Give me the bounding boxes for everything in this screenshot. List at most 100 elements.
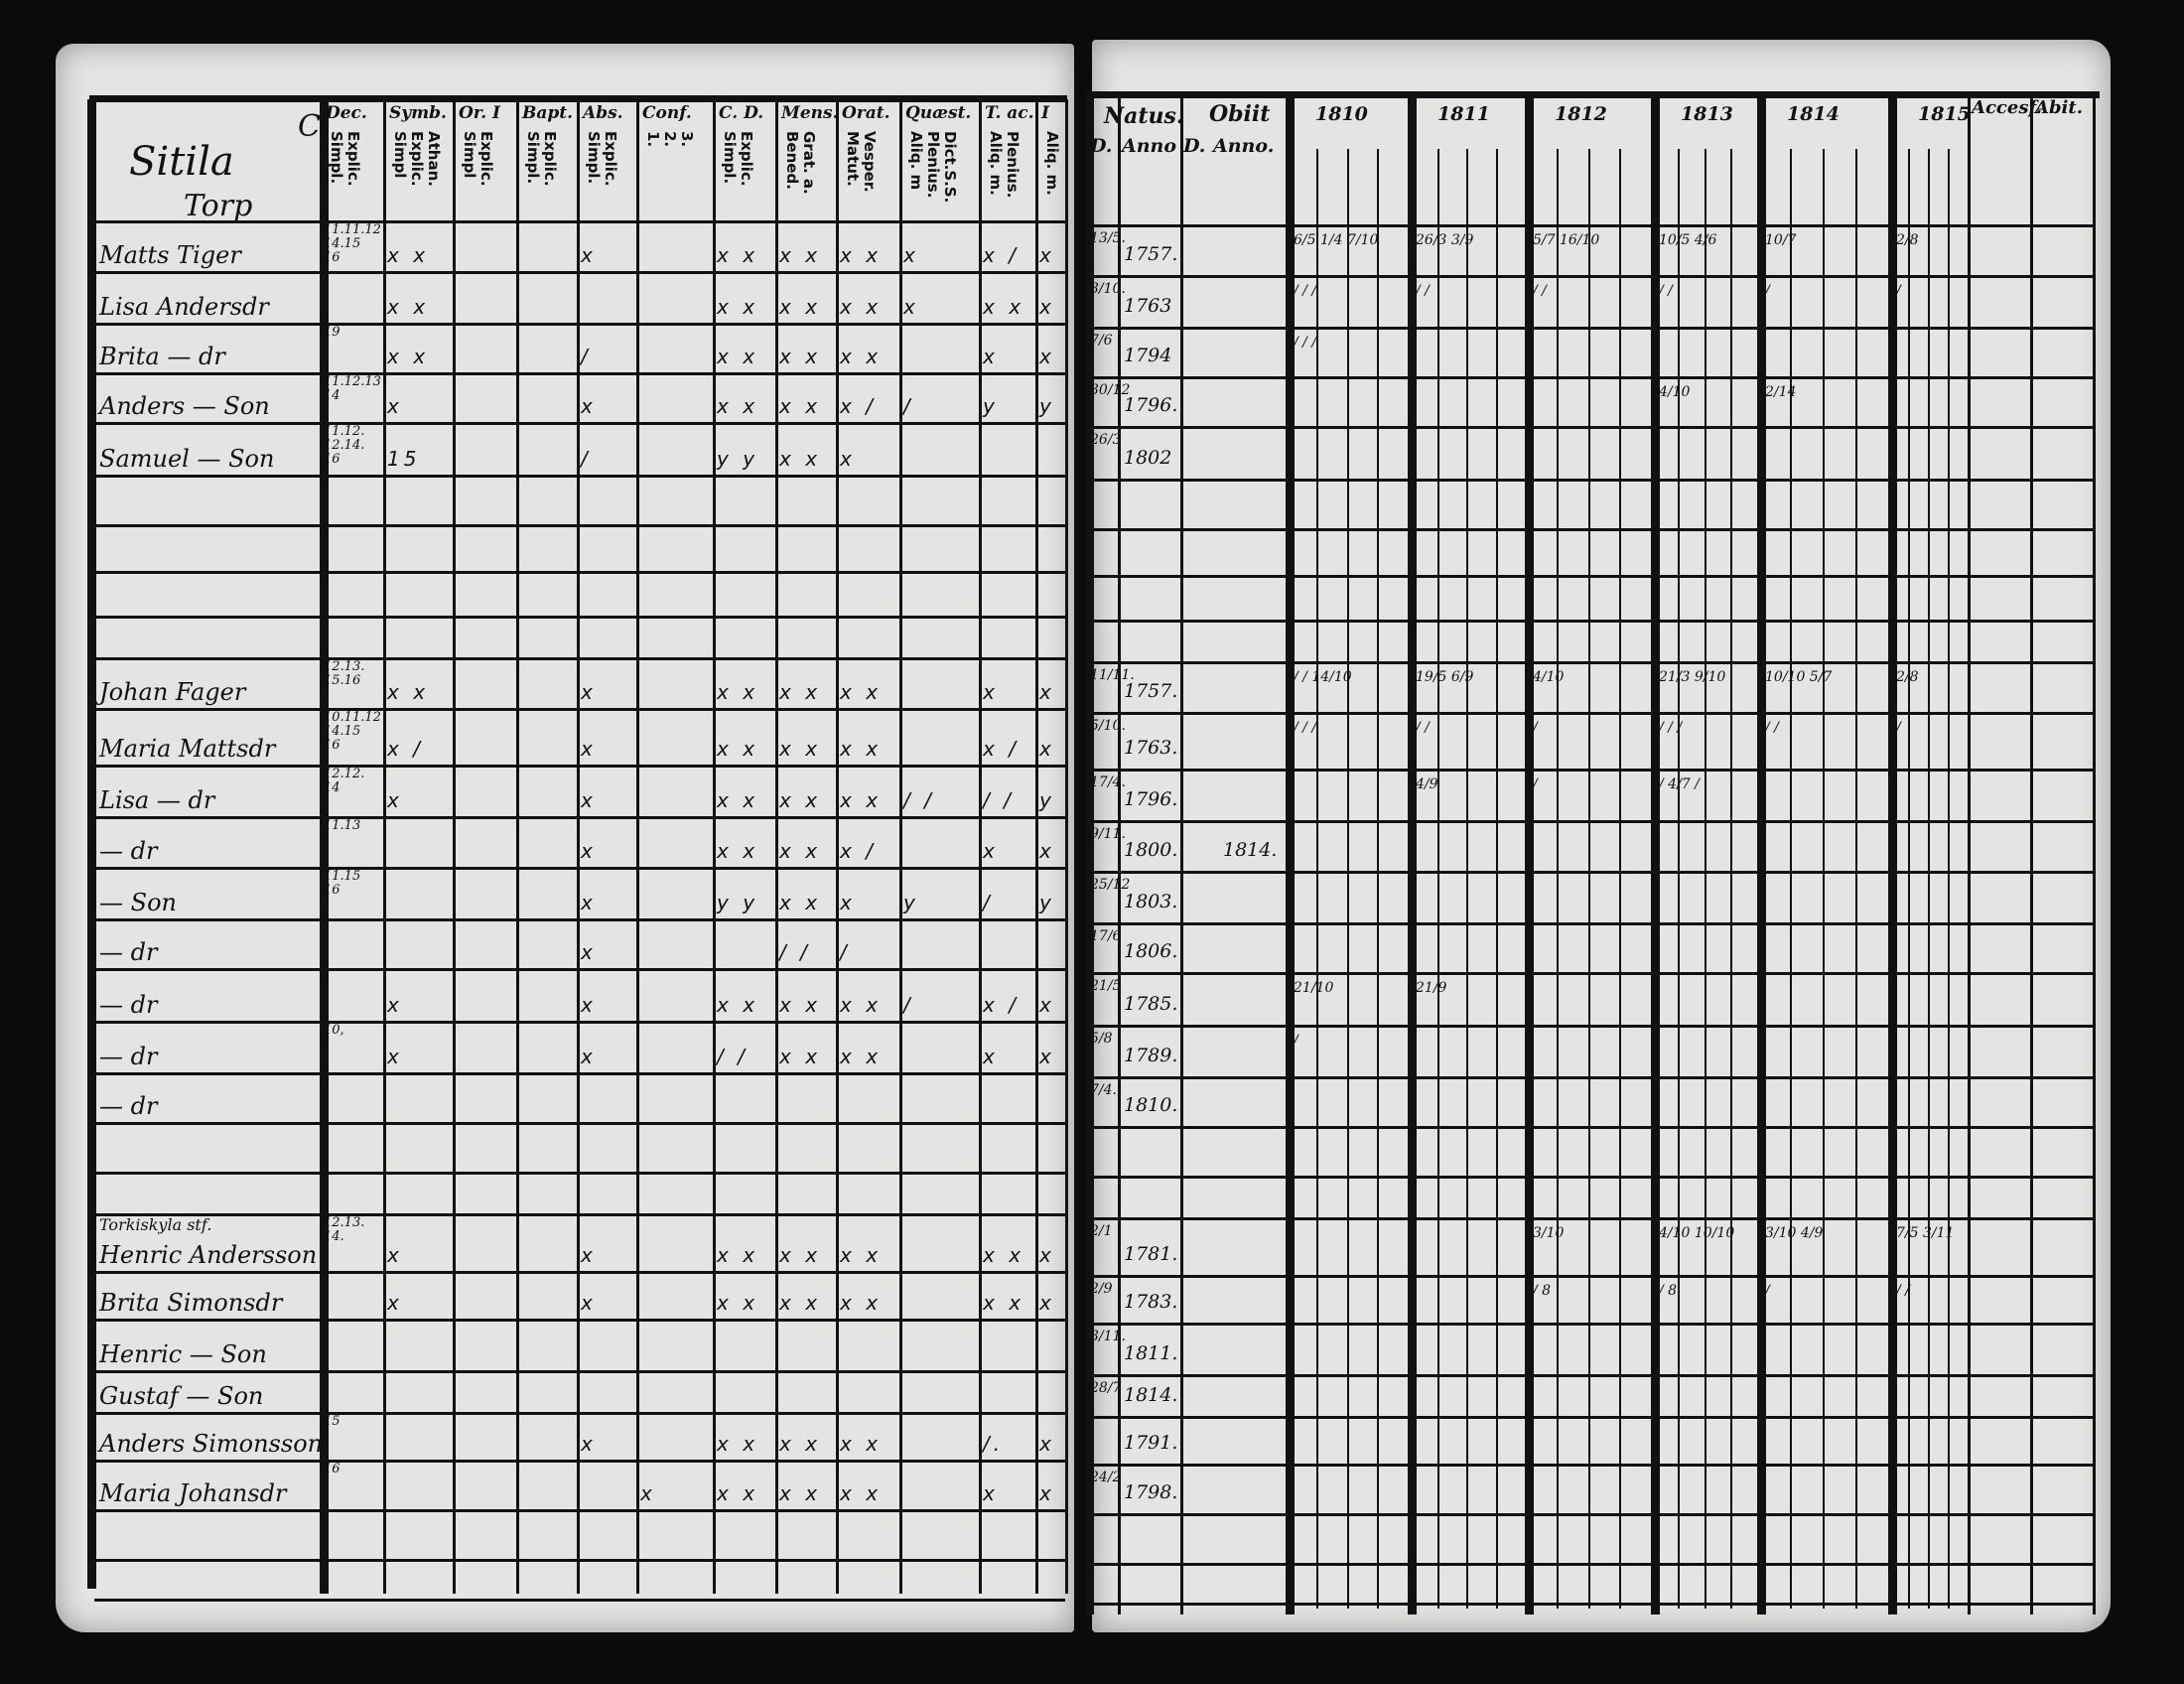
row-line <box>1087 1126 2095 1129</box>
row-line <box>1087 620 2095 623</box>
column-subheader-4: Explic. Simpl. <box>524 131 559 187</box>
exam-mark: x x <box>717 345 759 368</box>
row-line <box>1087 376 2095 379</box>
exam-mark: x <box>581 839 597 863</box>
row-line <box>94 816 1065 819</box>
year-exam-mark: / <box>1533 776 1538 792</box>
column-header-7: C. D. <box>719 103 764 123</box>
exam-mark: x x <box>840 1045 883 1068</box>
exam-mark: x <box>903 295 919 319</box>
obiit-header: Obiit <box>1209 101 1271 127</box>
birth-year: 1789. <box>1124 1045 1178 1066</box>
catechism-date: 19 <box>324 325 341 340</box>
exam-mark: x / <box>840 394 877 418</box>
year-exam-mark: 5/7 16/10 <box>1533 232 1600 248</box>
row-line <box>94 1172 1065 1175</box>
catechism-date: 12.12. 14 <box>324 767 365 795</box>
exam-mark: x <box>1039 295 1055 319</box>
row-line <box>1087 479 2095 482</box>
exam-mark: / / <box>779 940 811 964</box>
exam-mark: y <box>903 891 919 914</box>
year-exam-mark: 4/9 <box>1416 776 1438 792</box>
birth-year: 1796. <box>1124 788 1178 810</box>
year-subcolumn-line <box>1855 149 1857 1609</box>
year-exam-mark: 10/5 4/6 <box>1659 232 1717 248</box>
column-subheader-5: Explic. Simpl. <box>585 131 619 187</box>
exam-mark: x <box>581 737 597 761</box>
birth-day: 26/3 <box>1090 432 1122 448</box>
exam-mark: x x <box>779 839 822 863</box>
column-line <box>713 99 716 1594</box>
column-header-4: Bapt. <box>522 103 574 123</box>
row-line <box>94 1509 1065 1512</box>
obiit-day-header: D. <box>1183 135 1206 157</box>
exam-mark: / <box>581 447 592 471</box>
right-page <box>1092 40 2111 1632</box>
row-line <box>94 1412 1065 1415</box>
exam-mark: x <box>387 1243 403 1267</box>
exam-mark: x <box>581 243 597 267</box>
catechism-date: 12.13. 15.16 <box>324 659 365 688</box>
exam-mark: x / <box>983 243 1020 267</box>
column-header-12: I <box>1041 103 1049 123</box>
exam-mark: x <box>581 940 597 964</box>
exam-mark: x x <box>779 737 822 761</box>
birth-year: 1763 <box>1124 295 1172 317</box>
year-exam-mark: 26/3 3/9 <box>1416 232 1474 248</box>
row-line <box>94 372 1065 375</box>
exam-mark: x x <box>387 295 430 319</box>
exam-mark: x <box>581 1243 597 1267</box>
exam-mark: x x <box>840 1243 883 1267</box>
year-exam-mark: / / / <box>1294 335 1317 351</box>
exam-mark: x x <box>840 788 883 812</box>
row-line <box>1087 275 2095 278</box>
exam-mark: x <box>581 993 597 1017</box>
birth-year: 1785. <box>1124 993 1178 1015</box>
exam-mark: x x <box>779 1291 822 1315</box>
column-header-10: Quæst. <box>905 103 972 123</box>
exam-mark: x x <box>717 1481 759 1505</box>
exam-mark: x x <box>840 295 883 319</box>
exam-mark: x x <box>840 243 883 267</box>
exam-mark: x <box>387 1045 403 1068</box>
exam-mark: x x <box>717 839 759 863</box>
exam-mark: x <box>387 993 403 1017</box>
year-exam-mark: 19/5 6/9 <box>1416 669 1474 685</box>
column-subheader-10: Dict.S.S. Plenius. Aliq. m <box>907 131 959 204</box>
exam-mark: x x <box>717 788 759 812</box>
person-name: — dr <box>99 938 158 966</box>
row-line <box>1087 1563 2095 1566</box>
row-line <box>94 1122 1065 1125</box>
year-header-1811: 1811 <box>1437 103 1490 125</box>
column-subheader-2: Athan. Explic. Simpl <box>391 131 443 187</box>
exam-mark: x x <box>387 345 430 368</box>
year-exam-mark: 10/7 <box>1765 232 1797 248</box>
exam-mark: x <box>1039 1045 1055 1068</box>
row-line <box>94 422 1065 425</box>
birth-day: 28/7 <box>1090 1380 1122 1396</box>
exam-mark: x <box>581 891 597 914</box>
year-exam-mark: / 4/7 / <box>1659 776 1700 792</box>
year-exam-mark: / <box>1765 1283 1770 1299</box>
person-name: Maria Mattsdr <box>99 735 276 763</box>
exam-mark: 15 <box>387 447 421 471</box>
person-name: Maria Johansdr <box>99 1479 287 1507</box>
year-exam-mark: / 8 <box>1659 1283 1678 1299</box>
exam-mark: x x <box>779 345 822 368</box>
year-exam-mark: / / <box>1896 1283 1910 1299</box>
row-line <box>94 1559 1065 1562</box>
year-subcolumn-line <box>1948 149 1950 1609</box>
row-line <box>94 968 1065 971</box>
year-exam-mark: 2/8 <box>1896 232 1919 248</box>
column-line <box>383 99 386 1594</box>
column-line <box>1085 95 1094 1614</box>
exam-mark: x x <box>717 295 759 319</box>
exam-mark: x / <box>983 993 1020 1017</box>
birth-day: 21/5 <box>1090 978 1122 994</box>
column-header-9: Orat. <box>842 103 890 123</box>
birth-day: 2/1 <box>1090 1223 1113 1239</box>
year-exam-mark: / <box>1294 1033 1298 1049</box>
row-line <box>1087 820 2095 823</box>
person-name: Brita — dr <box>99 343 225 370</box>
row-line <box>94 1021 1065 1024</box>
